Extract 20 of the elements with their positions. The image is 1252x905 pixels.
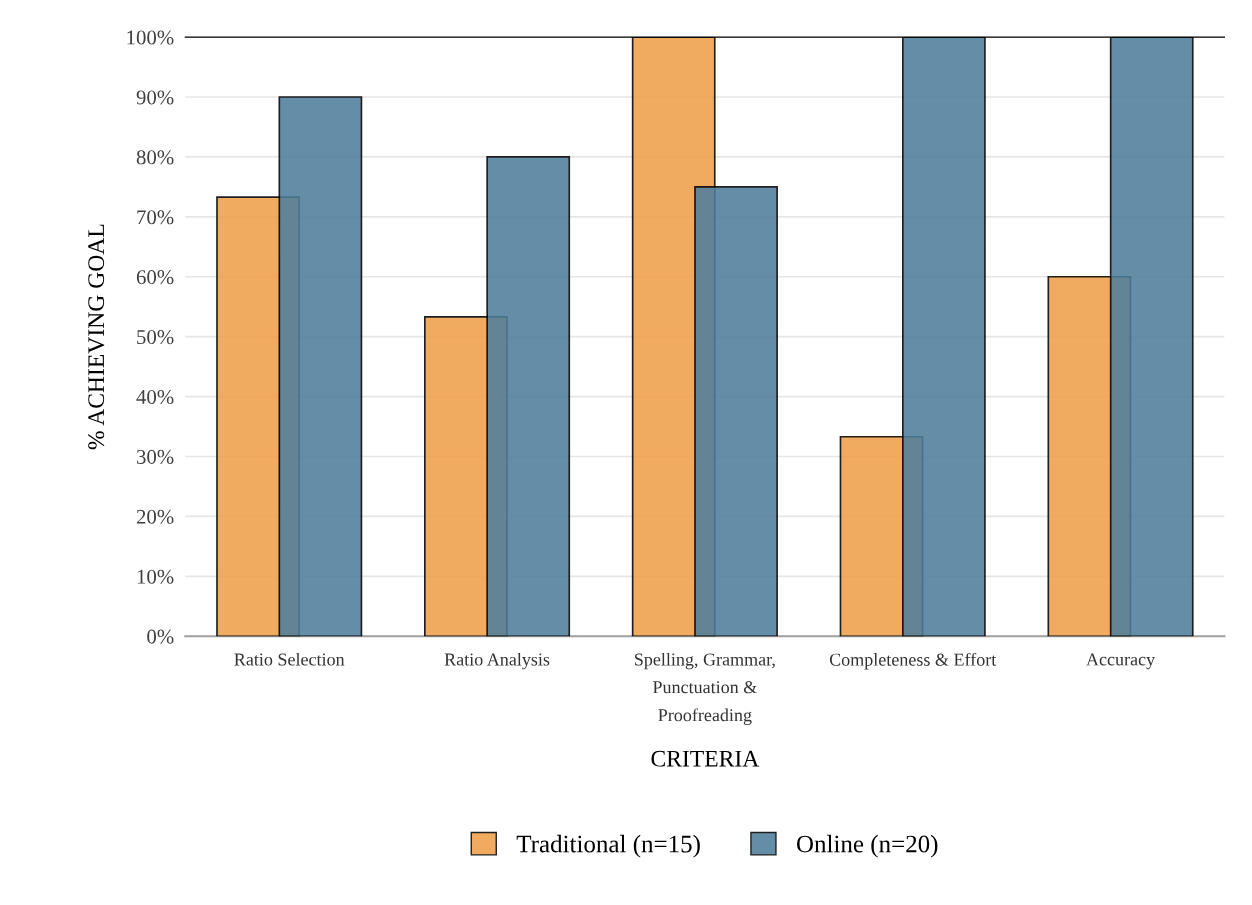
x-tick-label: Spelling, Grammar, Punctuation & Proofreading bbox=[634, 652, 775, 726]
y-axis-title: % ACHIEVING GOAL bbox=[88, 224, 105, 450]
x-tick-label: Ratio Analysis bbox=[444, 652, 550, 670]
y-tick-label: 40% bbox=[136, 389, 174, 405]
x-tick-label: Completeness & Effort bbox=[829, 652, 997, 670]
y-tick-label: 80% bbox=[136, 150, 174, 165]
y-tick-label: 20% bbox=[136, 509, 174, 524]
y-tick-label: 60% bbox=[136, 270, 174, 285]
x-axis-title: CRITERIA bbox=[651, 750, 760, 767]
y-tick-label: 30% bbox=[136, 449, 174, 464]
y-tick-label: 50% bbox=[137, 330, 174, 345]
y-tick-label: 10% bbox=[137, 569, 174, 584]
y-tick-label: 100% bbox=[127, 30, 174, 45]
y-tick-label: 70% bbox=[137, 210, 174, 225]
legend-label: Traditional (n=15) bbox=[516, 834, 700, 858]
x-tick-label: Accuracy bbox=[1086, 653, 1156, 670]
y-tick-label: 0% bbox=[147, 629, 174, 644]
x-tick-label: Ratio Selection bbox=[234, 652, 345, 666]
legend-label: Online (n=20) bbox=[796, 834, 938, 858]
y-tick-label: 90% bbox=[136, 90, 174, 105]
